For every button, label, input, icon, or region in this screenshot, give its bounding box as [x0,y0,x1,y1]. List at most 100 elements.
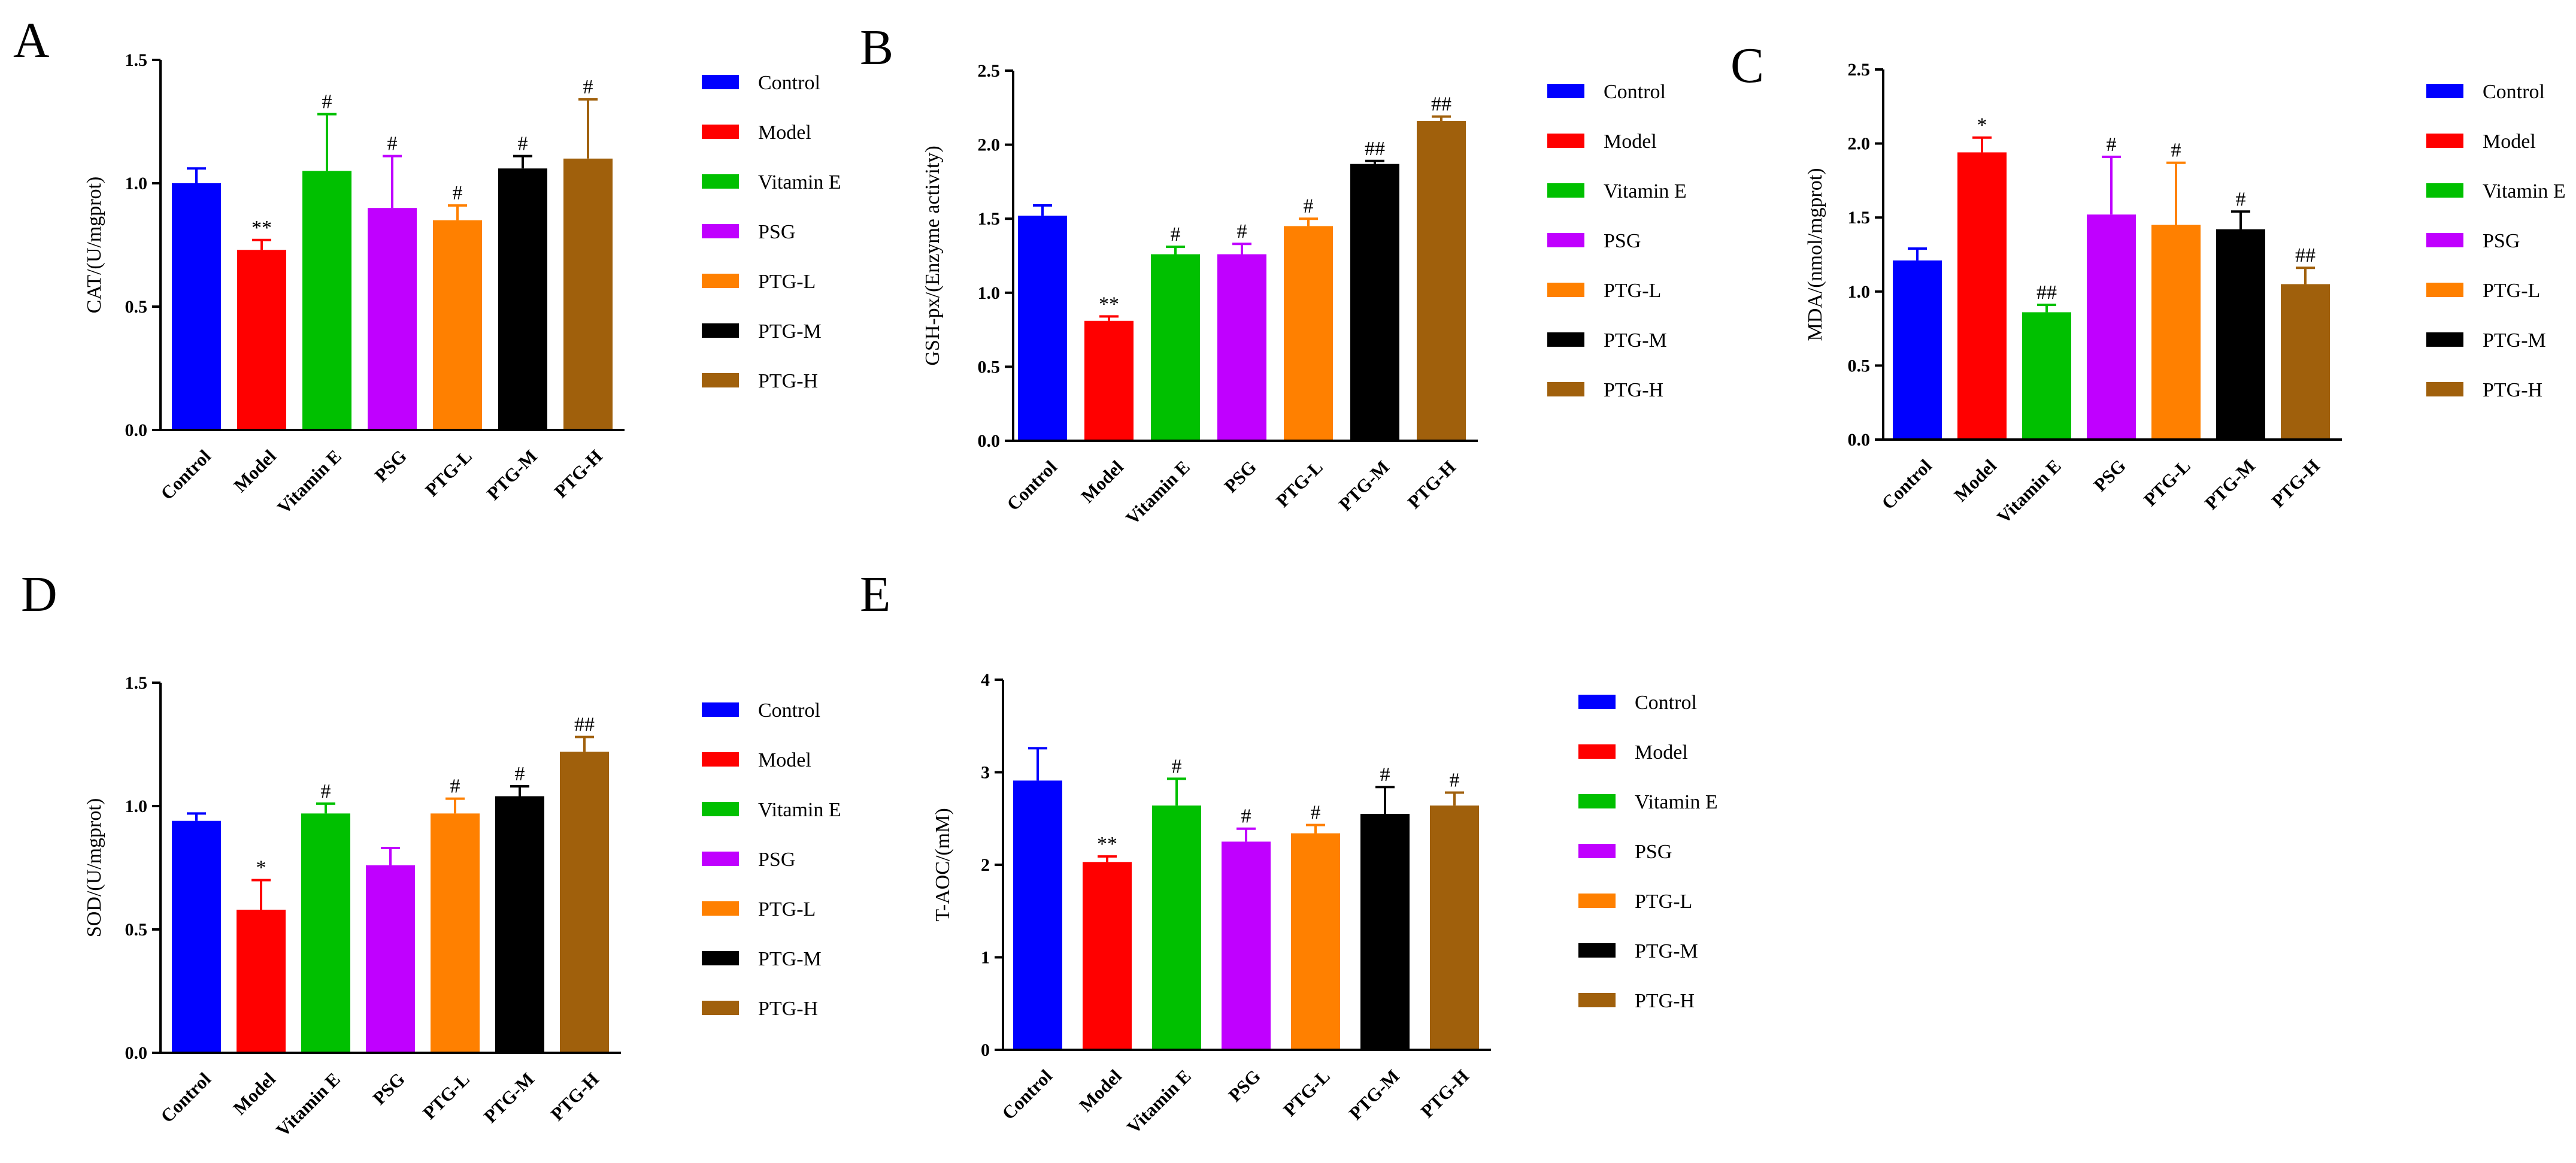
legend-label: PTG-H [758,998,818,1020]
x-tick-label: PTG-L [421,446,476,501]
x-tick-label: Vitamin E [273,446,346,518]
bar-ptg-h [1430,805,1479,1050]
legend-label: PSG [2483,230,2520,252]
x-tick-label: PTG-H [550,446,607,502]
x-tick-label: PTG-L [2139,455,2195,510]
legend-label: PTG-M [1604,329,1667,352]
legend-label: Model [2483,131,2536,153]
significance-mark: ## [1365,138,1385,160]
legend-swatch [702,1001,739,1015]
legend-swatch [702,174,739,189]
panel-letter: D [21,567,57,622]
x-tick-label: Control [1002,456,1061,515]
x-tick-label: Model [1950,455,2001,506]
y-tick-label: 2.0 [1848,134,1871,154]
legend-swatch [702,852,739,866]
bar-ptg-m [495,796,544,1053]
legend-swatch [702,75,739,89]
y-tick-label: 0.0 [1848,430,1871,450]
y-tick-label: 0.5 [125,920,148,940]
bar-ptg-l [433,220,482,430]
bar-ptg-l [431,813,480,1053]
legend-swatch [1547,283,1584,297]
bar-ptg-m [498,168,547,430]
x-tick-label: Vitamin E [1123,1065,1195,1138]
y-tick-label: 1.0 [125,796,148,816]
legend-label: Model [758,749,811,771]
bar-vitamin-e [2022,312,2071,440]
x-tick-label: PSG [1220,456,1260,496]
bar-psg [366,865,415,1053]
bar-ptg-h [560,752,609,1053]
legend-label: Vitamin E [1635,791,1718,813]
bar-ptg-m [1350,163,1399,441]
legend-label: PTG-M [2483,329,2546,352]
legend-swatch [702,274,739,288]
x-tick-label: PTG-M [483,446,541,504]
legend-label: Control [1635,692,1697,714]
legend: Control Model Vitamin E PSG PTG-L PTG-M PTG-H [702,72,841,392]
y-tick-label: 1.5 [125,673,148,693]
bar-vitamin-e [1151,254,1200,441]
bar-control [1018,216,1067,441]
y-tick-label: 1 [981,948,990,968]
x-tick-label: Model [229,1068,280,1119]
legend-swatch [1578,993,1616,1007]
legend-swatch [2426,382,2463,396]
x-tick-label: PTG-L [1272,456,1327,511]
legend-swatch [1578,794,1616,808]
y-tick-label: 0 [981,1040,990,1060]
bar-ptg-h [1417,121,1466,441]
significance-mark: # [1304,195,1314,217]
panel-letter: C [1731,38,1764,93]
legend-label: PTG-L [2483,280,2540,302]
bar-psg [1217,254,1266,441]
legend-swatch [1578,943,1616,958]
legend-label: PTG-H [2483,379,2542,401]
legend-swatch [702,373,739,387]
x-tick-label: Model [1075,1065,1126,1116]
x-tick-label: Control [156,1068,215,1127]
bar-control [1013,780,1062,1050]
x-tick-label: PTG-H [1417,1065,1473,1122]
legend-swatch [1547,183,1584,198]
x-tick-label: PTG-H [1404,456,1460,513]
x-tick-label: Model [229,446,280,496]
y-tick-label: 2.0 [978,135,1001,155]
legend-label: Vitamin E [758,799,841,821]
legend-label: PTG-H [1635,990,1695,1012]
x-tick-label: PSG [2089,455,2129,495]
significance-mark: # [321,780,331,802]
legend-swatch [1578,744,1616,759]
x-tick-label: Control [1877,455,1936,514]
bar-vitamin-e [1152,805,1201,1050]
legend-label: PSG [1635,841,1672,863]
legend-swatch [702,752,739,767]
legend-swatch [2426,84,2463,98]
significance-mark: # [1171,223,1181,246]
y-tick-label: 2.5 [978,61,1001,81]
y-tick-label: 0.5 [1848,356,1871,375]
panel-letter: B [860,20,893,75]
x-tick-label: Control [156,446,215,504]
bar-control [172,183,221,430]
x-tick-label: PTG-M [1345,1065,1404,1124]
x-tick-label: PTG-M [1335,456,1393,515]
chart-panel-e: E Control ** Model # Vitamin E # PSG # PTG-L # PTG-… [860,567,1718,1138]
significance-mark: # [518,133,528,155]
legend: Control Model Vitamin E PSG PTG-L PTG-M PTG-H [2426,81,2566,401]
y-axis-label: T-AOC/(mM) [932,808,954,922]
y-axis-label: GSH-px/(Enzyme activity) [922,146,944,365]
y-tick-label: 2 [981,855,990,875]
legend-label: PTG-L [758,898,816,920]
bar-ptg-h [563,158,613,430]
legend-swatch [2426,183,2463,198]
significance-mark: # [1380,764,1390,786]
bar-ptg-m [2216,229,2265,440]
legend-label: Control [758,72,820,94]
chart-panel-a: A Control ** Model # Vitamin E # PSG # PTG-L # PTG-… [13,13,841,518]
y-tick-label: 1.0 [125,174,148,193]
y-tick-label: 0.0 [978,431,1001,451]
legend: Control Model Vitamin E PSG PTG-L PTG-M PTG-H [1578,692,1718,1012]
chart-panel-b: B Control ** Model # Vitamin E # PSG # PTG-L ## PTG… [860,20,1687,529]
